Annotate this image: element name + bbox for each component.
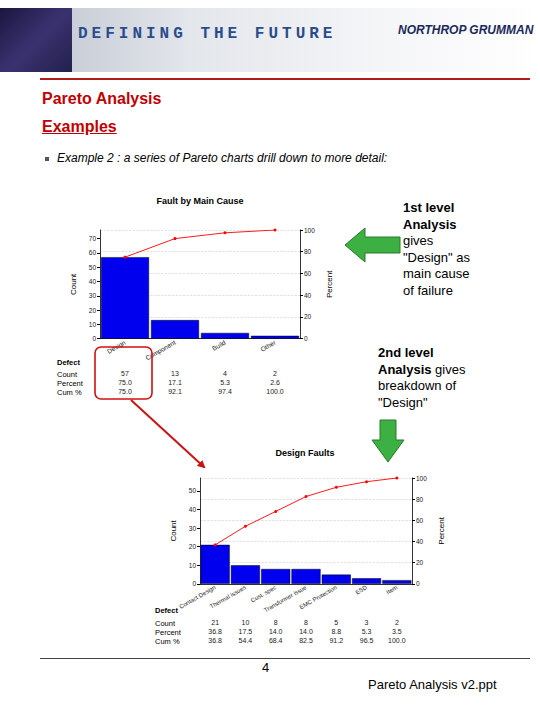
svg-text:80: 80 — [416, 496, 424, 503]
svg-text:Design: Design — [106, 338, 128, 355]
svg-text:60: 60 — [89, 249, 97, 256]
svg-text:Design Faults: Design Faults — [275, 448, 334, 458]
html-text:Examples: Examples — [42, 118, 117, 135]
html-text:17.5: 17.5 — [238, 628, 253, 635]
html-text:1st level Analysis: 1st level Analysis — [403, 200, 457, 232]
svg-text:50: 50 — [189, 487, 197, 494]
svg-text:60: 60 — [416, 517, 424, 524]
html-text:5: 5 — [334, 619, 339, 626]
html-text:75.0: 75.0 — [118, 388, 132, 395]
svg-text:0: 0 — [304, 335, 308, 342]
svg-text:100: 100 — [304, 227, 315, 234]
html-text:4: 4 — [262, 660, 270, 675]
svg-text:70: 70 — [89, 235, 97, 242]
svg-text:30: 30 — [189, 525, 197, 532]
svg-text:20: 20 — [304, 313, 312, 320]
html-text:91.2: 91.2 — [329, 637, 344, 644]
html-text:8.8: 8.8 — [331, 628, 342, 635]
html-text:96.5: 96.5 — [359, 637, 374, 644]
svg-text:Thermal issues: Thermal issues — [209, 584, 247, 609]
svg-text:Other: Other — [259, 338, 277, 353]
svg-text:100: 100 — [416, 475, 427, 482]
svg-text:ESD: ESD — [354, 584, 368, 596]
html-text:3.5: 3.5 — [392, 628, 402, 635]
svg-text:80: 80 — [304, 248, 312, 255]
html-text:21: 21 — [211, 619, 219, 626]
html-text:Cum %: Cum % — [57, 388, 82, 397]
html-text:68.4: 68.4 — [268, 637, 283, 644]
html-text:57: 57 — [121, 370, 129, 377]
html-text:92.1: 92.1 — [168, 388, 182, 395]
html-text:82.5: 82.5 — [299, 637, 313, 644]
svg-text:0: 0 — [416, 580, 420, 587]
html-text:5.3: 5.3 — [220, 379, 230, 386]
html-text:Defect: Defect — [57, 358, 80, 367]
html-text:DEFINING THE FUTURE: DEFINING THE FUTURE — [78, 25, 337, 43]
svg-text:Fault by Main Cause: Fault by Main Cause — [156, 196, 243, 206]
svg-text:EMC Protection: EMC Protection — [298, 584, 337, 610]
svg-text:50: 50 — [89, 264, 97, 271]
html-text:14.0: 14.0 — [268, 628, 283, 635]
svg-text:0: 0 — [92, 335, 96, 342]
html-text:Cum %: Cum % — [155, 637, 180, 646]
html-text:100.0: 100.0 — [388, 637, 406, 644]
svg-text:Percent: Percent — [325, 270, 334, 298]
svg-text:20: 20 — [89, 307, 97, 314]
svg-text:10: 10 — [189, 562, 197, 569]
html-text:54.4: 54.4 — [238, 637, 253, 644]
svg-text:Item: Item — [385, 584, 398, 595]
svg-text:20: 20 — [416, 559, 424, 566]
svg-text:60: 60 — [304, 270, 312, 277]
html-text:100.0: 100.0 — [266, 388, 284, 395]
html-text:17.1: 17.1 — [168, 379, 182, 386]
html-text:NORTHROP GRUMMAN: NORTHROP GRUMMAN — [398, 23, 534, 37]
html-text:Example 2 : a series of Pareto: Example 2 : a series of Pareto charts dr… — [57, 151, 388, 165]
html-text:5.3: 5.3 — [361, 628, 372, 635]
html-text:Pareto Analysis: Pareto Analysis — [42, 90, 162, 107]
html-text:Percent: Percent — [155, 628, 181, 637]
html-text:36.8: 36.8 — [208, 637, 222, 644]
html-text:2nd level Analysis gives break: 2nd level Analysis gives breakdown of "D… — [378, 345, 466, 410]
html-text:4: 4 — [223, 370, 227, 377]
svg-text:0: 0 — [192, 580, 196, 587]
svg-text:40: 40 — [189, 506, 197, 513]
html-text:Count: Count — [57, 370, 77, 379]
html-text:13: 13 — [171, 370, 179, 377]
html-text:8: 8 — [273, 619, 278, 626]
svg-text:Contact Design: Contact Design — [178, 584, 217, 610]
html-text:Count: Count — [155, 619, 175, 628]
svg-text:Build: Build — [211, 338, 227, 351]
html-text:3: 3 — [364, 619, 369, 626]
svg-text:40: 40 — [89, 278, 97, 285]
html-text:2: 2 — [273, 370, 277, 377]
html-text:36.8: 36.8 — [208, 628, 222, 635]
svg-text:Count: Count — [69, 273, 78, 295]
html-text:Defect: Defect — [155, 606, 178, 615]
svg-text:40: 40 — [416, 538, 424, 545]
html-text:2: 2 — [394, 619, 399, 626]
html-text:14.0: 14.0 — [299, 628, 313, 635]
svg-text:30: 30 — [89, 292, 97, 299]
html-text:gives "Design" as main cause o: gives "Design" as main cause of failure — [403, 233, 470, 298]
svg-text:Transformer issue: Transformer issue — [262, 584, 308, 614]
html-text:8: 8 — [304, 619, 308, 626]
html-text:2.6: 2.6 — [270, 379, 280, 386]
svg-text:Component: Component — [144, 339, 177, 363]
html-text:Percent: Percent — [57, 379, 83, 388]
html-text:75.0: 75.0 — [118, 379, 132, 386]
html-text:Pareto Analysis v2.ppt: Pareto Analysis v2.ppt — [368, 677, 497, 692]
svg-text:10: 10 — [89, 321, 97, 328]
html-text:10: 10 — [241, 619, 250, 626]
svg-text:Percent: Percent — [437, 516, 446, 544]
svg-text:Cust. spec: Cust. spec — [250, 584, 277, 603]
html-text:97.4: 97.4 — [218, 388, 232, 395]
svg-text:40: 40 — [304, 292, 312, 299]
svg-text:20: 20 — [189, 543, 197, 550]
svg-text:Count: Count — [169, 519, 178, 541]
